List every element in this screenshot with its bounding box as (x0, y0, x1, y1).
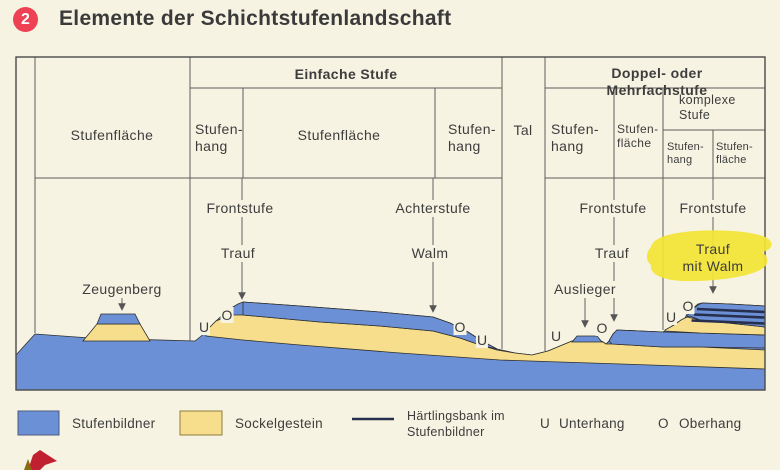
group-header-einfache-stufe: Einfache Stufe (294, 66, 398, 82)
letter-unterhang-3: U (549, 328, 563, 344)
diagram-border (15, 56, 766, 391)
column-stufenhang-4: Stufen- hang (667, 141, 704, 166)
legend-label-oberhang: Oberhang (679, 416, 742, 431)
terrain-stufenbildner-cap-einfache (242, 301, 498, 350)
label-auslieger: Auslieger (551, 281, 619, 298)
label-frontstufe-3: Frontstufe (676, 200, 750, 217)
label-frontstufe-1: Frontstufe (203, 200, 277, 217)
label-frontstufe-2: Frontstufe (576, 200, 650, 217)
legend-label-sockelgestein: Sockelgestein (235, 416, 323, 431)
haertlingsbank-bands (691, 307, 766, 325)
column-stufenflaeche-3: Stufen- fläche (617, 122, 659, 151)
letter-unterhang-1: U (197, 319, 211, 335)
legend-letter-oberhang: O (658, 416, 669, 431)
column-stufenhang-3: Stufen- hang (551, 121, 599, 154)
figure-number-badge: 2 (13, 7, 38, 32)
letter-oberhang-1: O (220, 307, 234, 323)
page-title: Elemente der Schichtstufenlandschaft (59, 7, 452, 30)
legend-swatch-sockelgestein (179, 410, 223, 436)
label-achterstufe: Achterstufe (392, 200, 474, 217)
table-grid-lines (34, 57, 765, 351)
label-zeugenberg: Zeugenberg (79, 281, 165, 298)
legend-label-unterhang: Unterhang (559, 416, 625, 431)
zeugenberg-sockel (82, 323, 151, 342)
label-trauf-1: Trauf (217, 245, 259, 262)
legend-swatch-stufenbildner (17, 410, 60, 436)
terrain-cross-section (15, 301, 766, 391)
group-header-komplexe-stufe: komplexe Stufe (679, 93, 736, 122)
letter-oberhang-2: O (453, 319, 467, 335)
zeugenberg-cap (96, 313, 141, 325)
column-tal: Tal (513, 122, 533, 138)
label-trauf-mit-walm-highlighted: Trauf mit Walm (682, 241, 744, 274)
legend-label-haertlingsbank: Härtlingsbank im Stufenbildner (407, 409, 505, 439)
column-stufenflaeche-4: Stufen- fläche (716, 141, 753, 166)
letter-oberhang-4: O (681, 298, 695, 314)
column-stufenhang-2: Stufen- hang (448, 121, 496, 154)
highlighter-mark (646, 230, 772, 282)
label-trauf-2: Trauf (591, 245, 633, 262)
letter-oberhang-3: O (595, 320, 609, 336)
auslieger-cap (571, 335, 603, 343)
column-stufenhang-1: Stufen- hang (195, 121, 243, 154)
label-walm: Walm (408, 245, 452, 262)
column-stufenflaeche-2: Stufenfläche (297, 127, 381, 143)
legend-label-stufenbildner: Stufenbildner (72, 416, 156, 431)
group-header-doppel-stufe: Doppel- oder Mehrfachstufe (606, 65, 708, 98)
legend-letter-unterhang: U (540, 416, 551, 431)
letter-unterhang-2: U (475, 332, 489, 348)
letter-unterhang-4: U (664, 309, 678, 325)
column-stufenflaeche-left: Stufenfläche (70, 127, 154, 143)
publisher-logo-partial (24, 450, 57, 470)
